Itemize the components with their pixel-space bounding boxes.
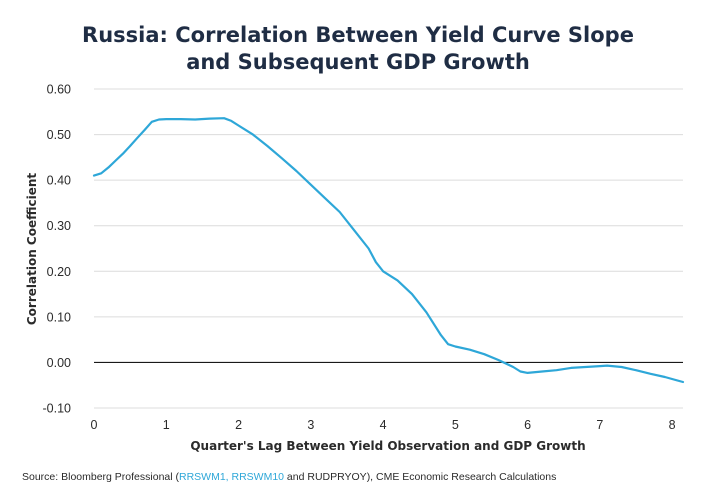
x-tick-label: 1 — [163, 418, 170, 432]
grid-layer — [94, 88, 683, 409]
series-line-correlation — [92, 117, 685, 384]
source-link-tickers[interactable]: RRSWM1, RRSWM10 — [179, 471, 285, 483]
y-tick-label: 0.40 — [47, 174, 71, 188]
x-tick-label: 3 — [307, 418, 314, 432]
x-tick-label: 8 — [669, 418, 676, 432]
source-suffix: and RUDPRYOY), CME Economic Research Cal… — [284, 471, 557, 483]
y-tick-label: 0.20 — [47, 265, 71, 279]
y-tick-label: 0.50 — [47, 128, 71, 142]
chart-title: Russia: Correlation Between Yield Curve … — [0, 22, 716, 76]
x-tick-label: 5 — [452, 418, 459, 432]
y-tick-label: -0.10 — [43, 402, 72, 416]
y-tick-labels: 0.60 0.50 0.40 0.30 0.20 0.10 0.00 -0.10 — [43, 83, 72, 416]
source-note: Source: Bloomberg Professional (RRSWM1, … — [22, 471, 556, 483]
y-tick-label: 0.30 — [47, 219, 71, 233]
chart-title-line-1: Russia: Correlation Between Yield Curve … — [82, 23, 634, 47]
x-tick-label: 0 — [91, 418, 98, 432]
x-tick-label: 6 — [524, 418, 531, 432]
x-tick-label: 7 — [596, 418, 603, 432]
series-layer — [92, 117, 685, 384]
x-tick-label: 4 — [380, 418, 387, 432]
y-tick-label: 0.60 — [47, 83, 71, 97]
chart-title-line-2: and Subsequent GDP Growth — [186, 50, 530, 74]
x-tick-labels: 0 1 2 3 4 5 6 7 8 — [91, 418, 676, 432]
x-axis-label: Quarter's Lag Between Yield Observation … — [190, 439, 585, 453]
x-tick-label: 2 — [235, 418, 242, 432]
y-axis-label: Correlation Coefficient — [25, 173, 39, 326]
y-tick-label: 0.10 — [47, 310, 71, 324]
source-prefix: Source: Bloomberg Professional ( — [22, 471, 179, 483]
y-tick-label: 0.00 — [47, 356, 71, 370]
